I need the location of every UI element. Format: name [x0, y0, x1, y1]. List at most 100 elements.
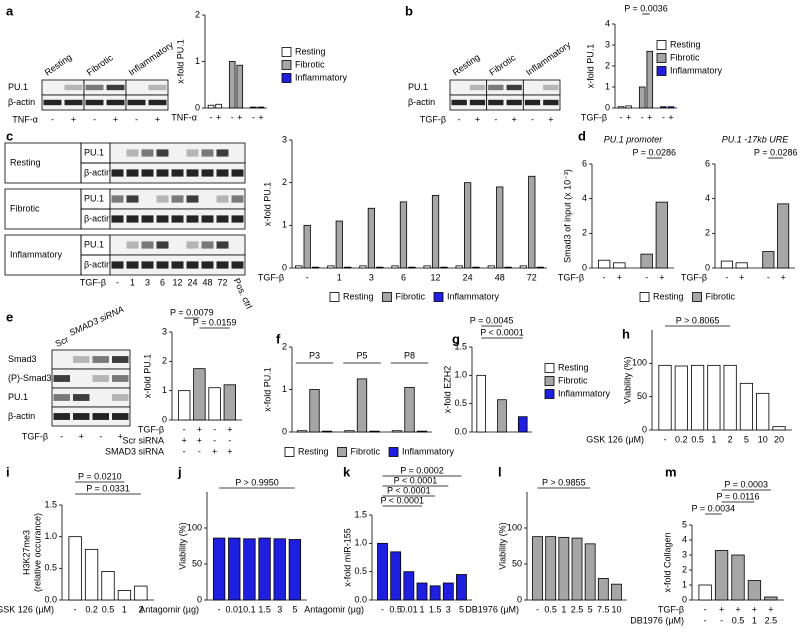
lane-label: -: [458, 114, 461, 124]
band: [216, 169, 229, 177]
y-tick-label: 100: [187, 522, 202, 532]
band: [506, 99, 522, 106]
y-axis-label: x-fold miR-155: [342, 528, 352, 587]
y-tick-label: 6: [582, 158, 587, 168]
legend-swatch: [284, 447, 295, 457]
band: [112, 413, 129, 420]
x-tick-label: -: [603, 272, 606, 282]
x-tick-label: +: [197, 435, 202, 445]
x-tick-label: 1.5: [429, 604, 442, 614]
y-tick-label: 2: [705, 228, 710, 238]
bar: [327, 265, 335, 269]
legend-label: Fibrotic: [295, 59, 325, 69]
bar: [571, 537, 583, 601]
band: [201, 241, 214, 249]
x-tick-label: -: [228, 435, 231, 445]
band: [488, 99, 504, 106]
x-tick-label: +: [258, 112, 263, 122]
x-axis-label: TNF-α: [171, 112, 197, 122]
x-tick-label: 0.01: [226, 604, 244, 614]
x-row-label: TGF-β: [658, 604, 684, 614]
legend-label: Resting: [653, 291, 684, 301]
bar: [536, 266, 544, 269]
bar: [403, 571, 415, 601]
lane-label: -: [116, 277, 119, 287]
bar: [667, 106, 675, 109]
bar: [658, 364, 672, 431]
y-tick-label: 0: [705, 262, 710, 272]
bar: [638, 86, 646, 109]
y-axis-label: Smad3 of input (x 10⁻³): [562, 169, 572, 263]
y-tick-label: 1: [282, 384, 287, 394]
panel-letter: m: [665, 464, 677, 479]
x-tick-label: -: [704, 604, 707, 614]
x-tick-label: +: [216, 112, 221, 122]
x-tick-label: 2: [728, 434, 733, 444]
band: [112, 356, 129, 363]
bar: [698, 584, 712, 601]
band: [231, 261, 244, 269]
y-tick-label: 100: [507, 522, 522, 532]
legend-swatch: [656, 53, 667, 63]
bar: [101, 571, 115, 601]
bar: [295, 265, 303, 269]
bar: [431, 195, 440, 269]
bar: [756, 392, 770, 431]
x-tick-label: 5: [292, 604, 297, 614]
y-axis-label: Viability (%): [622, 356, 632, 403]
lane-label: -: [494, 114, 497, 124]
x-axis-label: TGF-β: [581, 112, 607, 122]
treatment-label: TGF-β: [80, 277, 106, 287]
y-tick-label: 3: [162, 326, 167, 336]
x-tick-label: +: [735, 604, 740, 614]
bar: [611, 583, 622, 601]
y-tick-label: 4: [582, 193, 587, 203]
x-tick-label: -: [306, 272, 309, 282]
y-tick-label: 2: [682, 564, 687, 574]
band: [106, 99, 125, 106]
band: [171, 215, 184, 223]
legend-swatch: [656, 66, 667, 76]
bar: [376, 266, 384, 269]
legend-label: Fibrotic: [706, 291, 736, 301]
group-label: P3: [309, 350, 320, 360]
x-tick-label: -: [183, 424, 186, 434]
bar: [660, 106, 667, 109]
band: [53, 375, 70, 382]
y-axis-label: Viability (%): [177, 522, 187, 569]
legend-swatch: [544, 376, 555, 386]
x-tick-label: +: [659, 272, 664, 282]
bar: [558, 536, 570, 601]
y-tick-label: 3: [682, 549, 687, 559]
band: [53, 394, 70, 401]
x-tick-label: +: [212, 446, 217, 456]
group-label: P8: [404, 350, 415, 360]
y-tick-label: 0: [517, 594, 522, 604]
band: [543, 99, 559, 106]
x-tick-label: +: [768, 604, 773, 614]
bar: [377, 542, 388, 601]
bar: [416, 582, 428, 601]
bar: [532, 536, 543, 601]
band: [156, 215, 169, 223]
legend-label: Fibrotic: [558, 375, 588, 385]
y-tick-label: 4: [705, 193, 710, 203]
y-axis-label: (relative occurance): [32, 513, 42, 592]
band: [216, 261, 229, 269]
x-tick-label: -: [74, 604, 77, 614]
x-tick-label: +: [197, 424, 202, 434]
band: [85, 84, 104, 91]
x-tick-label: 1: [561, 604, 566, 614]
legend-label: Resting: [343, 291, 374, 301]
lane-label: -: [531, 114, 534, 124]
row-label: PU.1: [84, 147, 104, 157]
x-tick-label: -: [664, 434, 667, 444]
legend-label: Fibrotic: [670, 52, 700, 62]
row-label: β-actin: [84, 259, 111, 269]
annotation: P = 0.0331: [86, 483, 130, 493]
bar: [735, 262, 748, 269]
y-axis-label: x-fold Collagen: [662, 532, 672, 592]
band: [201, 261, 214, 269]
y-tick-label: 1.5: [44, 499, 57, 509]
y-tick-label: 0: [197, 594, 202, 604]
